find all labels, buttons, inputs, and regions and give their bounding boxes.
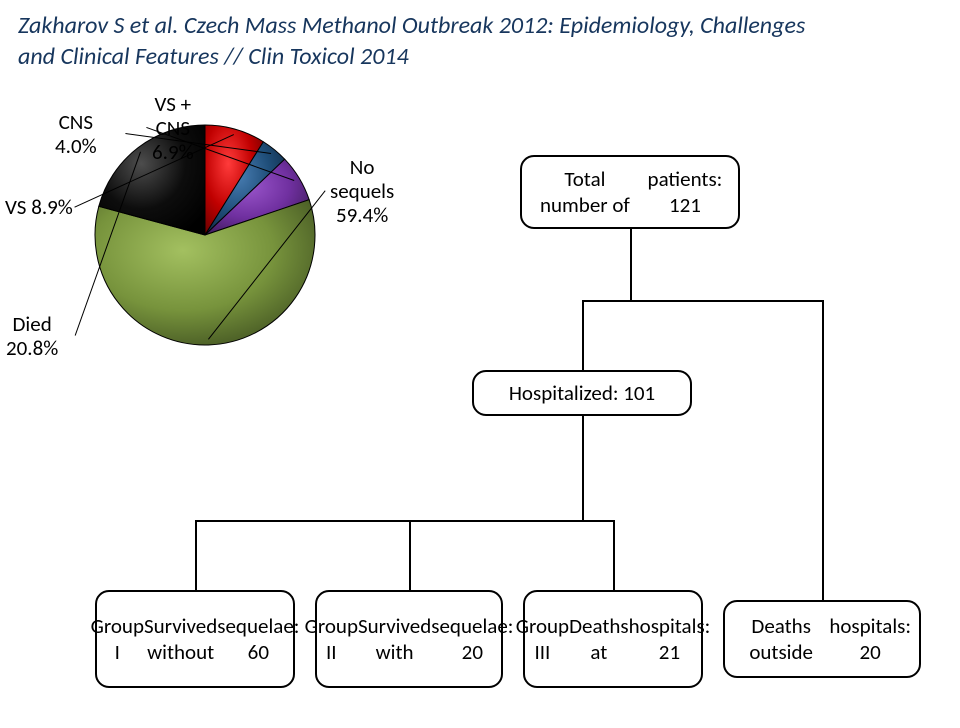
node-g4: Deaths outsidehospitals: 20 [723,600,921,678]
node-hosp: Hospitalized: 101 [472,370,692,416]
node-g2: Group IISurvived withsequelae: 20 [315,590,503,688]
flow-diagram: Total number ofpatients: 121 Hospitalized… [0,0,960,728]
node-g3: Group IIIDeaths athospitals: 21 [523,590,703,688]
node-total: Total number ofpatients: 121 [520,155,740,229]
node-g1: Group ISurvived withoutsequelae: 60 [95,590,295,688]
